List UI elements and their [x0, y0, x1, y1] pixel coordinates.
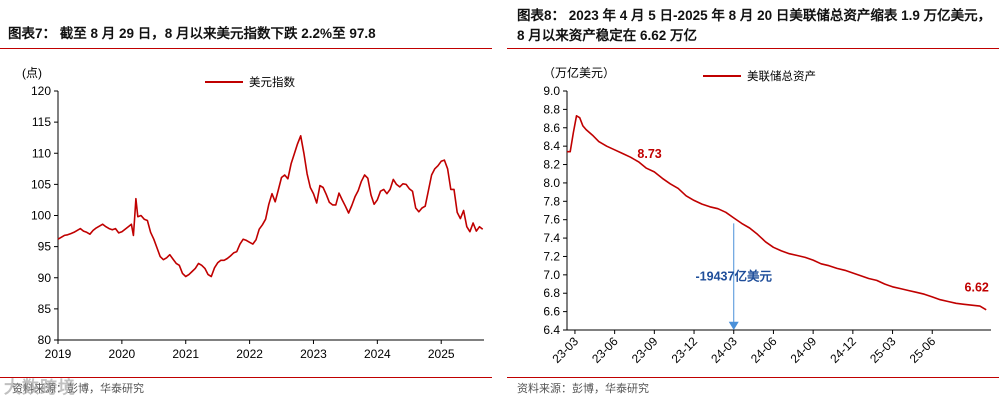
series-line [57, 135, 484, 278]
source-note: 资料来源：彭博，华泰研究 [517, 383, 649, 395]
x-tick-label: 2022 [236, 347, 263, 361]
y-tick-label: 7.2 [543, 249, 560, 263]
x-tick-label: 2025 [428, 347, 455, 361]
chart-panel-fed-assets: 图表8： 2023 年 4 月 5 日-2025 年 8 月 20 日美联储总资… [507, 0, 999, 404]
x-tick-label: 24-12 [827, 334, 859, 366]
y-axis-unit-label: （万亿美元） [543, 65, 615, 80]
y-tick-label: 7.8 [543, 194, 560, 208]
y-tick-label: 7.0 [543, 268, 560, 282]
y-tick-label: 8.8 [543, 102, 560, 116]
x-tick-label: 24-06 [748, 334, 780, 366]
watermark-logo: 大数跨境 [4, 378, 76, 397]
y-tick-label: 105 [31, 177, 51, 191]
y-tick-label: 80 [38, 333, 52, 347]
y-tick-label: 85 [38, 302, 52, 316]
y-tick-label: 90 [38, 271, 52, 285]
x-tick-label: 2023 [300, 347, 327, 361]
decline-arrow-head [728, 321, 739, 330]
x-tick-label: 2019 [45, 347, 72, 361]
data-annotation: 6.62 [965, 280, 989, 294]
legend-label: 美联储总资产 [747, 69, 816, 83]
x-tick-label: 23-06 [589, 334, 621, 366]
y-tick-label: 7.4 [543, 231, 560, 245]
x-tick-label: 23-12 [669, 334, 701, 366]
dollar-index-chart: 80 85 90 95 100 105 110 115 120 2019 2020 2021 2022 2… [22, 66, 484, 361]
x-tick-label: 25-03 [867, 334, 899, 366]
y-tick-label: 8.4 [543, 139, 560, 153]
x-tick-label: 2021 [172, 347, 199, 361]
data-annotation: 8.73 [637, 147, 661, 161]
y-tick-label: 8.0 [543, 176, 560, 190]
y-tick-label: 6.6 [543, 305, 560, 319]
x-tick-label: 23-09 [629, 334, 661, 366]
fed-assets-chart: 6.4 6.6 6.8 7.0 7.2 7.4 7.6 7.8 8.0 8.2 8.4 8.6 8.8 9… [543, 65, 991, 366]
y-tick-label: 95 [38, 240, 52, 254]
title-rule [507, 48, 999, 49]
figure-title: 图表7： 截至 8 月 29 日，8 月以来美元指数下跌 2.2%至 97.8 [8, 26, 376, 41]
series-line [567, 115, 987, 311]
y-tick-label: 6.4 [543, 323, 560, 337]
x-tick-label: 2020 [109, 347, 136, 361]
y-tick-label: 8.6 [543, 121, 560, 135]
y-tick-label: 8.2 [543, 158, 560, 172]
x-tick-label: 23-03 [549, 334, 581, 366]
y-tick-label: 9.0 [543, 84, 560, 98]
figure-title: 图表8： 2023 年 4 月 5 日-2025 年 8 月 20 日美联储总资… [517, 8, 992, 43]
y-tick-label: 120 [31, 84, 51, 98]
y-tick-label: 100 [31, 209, 51, 223]
y-tick-label: 110 [32, 146, 51, 160]
source-rule [507, 377, 999, 378]
source-rule [0, 377, 492, 378]
title-rule [0, 48, 492, 49]
y-tick-label: 6.8 [543, 286, 560, 300]
chart-panel-dollar-index: 图表7： 截至 8 月 29 日，8 月以来美元指数下跌 2.2%至 97.8 … [0, 0, 492, 404]
x-tick-label: 25-06 [907, 334, 939, 366]
data-annotation: -19437亿美元 [696, 268, 773, 283]
y-tick-label: 7.6 [543, 213, 560, 227]
y-axis-unit-label: (点) [22, 66, 42, 80]
source-note: 资料来源：彭博，华泰研究 [12, 383, 144, 395]
x-tick-label: 24-09 [788, 334, 820, 366]
y-tick-label: 115 [32, 115, 51, 129]
legend-label: 美元指数 [249, 75, 295, 89]
x-tick-label: 2024 [364, 347, 391, 361]
x-tick-label: 24-03 [708, 334, 740, 366]
